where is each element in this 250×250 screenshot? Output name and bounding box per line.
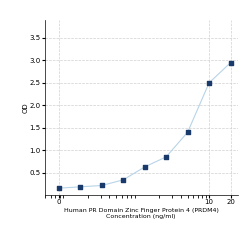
X-axis label: Human PR Domain Zinc Finger Protein 4 (PRDM4)
Concentration (ng/ml): Human PR Domain Zinc Finger Protein 4 (P… xyxy=(64,208,219,219)
Point xyxy=(164,155,168,159)
Point xyxy=(57,186,61,190)
Point xyxy=(78,185,82,189)
Point xyxy=(100,184,104,188)
Point xyxy=(143,165,147,169)
Y-axis label: OD: OD xyxy=(22,102,28,113)
Point xyxy=(207,81,211,85)
Point xyxy=(186,130,190,134)
Point xyxy=(121,178,125,182)
Point xyxy=(228,61,232,65)
